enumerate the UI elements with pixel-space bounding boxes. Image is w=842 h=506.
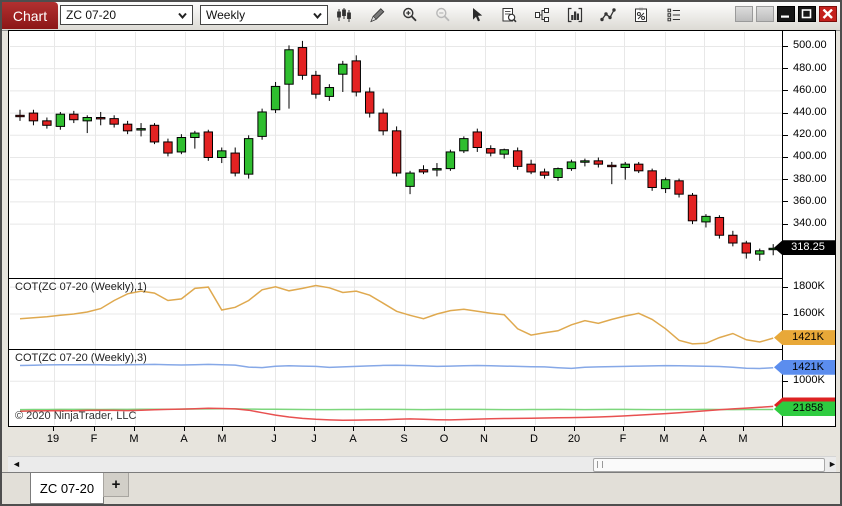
time-axis-label: M xyxy=(217,433,226,445)
chevron-down-icon xyxy=(313,12,322,19)
strategies-icon[interactable] xyxy=(596,4,620,26)
copyright-text: © 2020 NinjaTrader, LLC xyxy=(15,410,136,422)
last-price-badge: 318.25 xyxy=(774,240,835,255)
data-series-icon[interactable] xyxy=(530,4,554,26)
time-axis-label: 19 xyxy=(47,433,59,445)
app-tab-label: Chart xyxy=(13,8,47,24)
time-axis-label: M xyxy=(129,433,138,445)
window-button-blank[interactable] xyxy=(756,6,774,22)
axis-tick-label: 1600K xyxy=(793,307,825,319)
toolbar-icons xyxy=(332,4,686,26)
properties-icon[interactable] xyxy=(629,4,653,26)
instrument-dropdown[interactable]: ZC 07-20 xyxy=(60,5,193,25)
time-axis-label: D xyxy=(530,433,538,445)
chart-trader-icon[interactable] xyxy=(497,4,521,26)
chart-frame: COT(ZC 07-20 (Weekly),1) COT(ZC 07-20 (W… xyxy=(8,30,836,454)
time-axis-label: N xyxy=(480,433,488,445)
interval-dropdown[interactable]: Weekly xyxy=(200,5,328,25)
tab-label: ZC 07-20 xyxy=(40,481,94,496)
zoom-in-icon[interactable] xyxy=(398,4,422,26)
axis-tick-label: 360.00 xyxy=(793,195,827,207)
time-axis-label: J xyxy=(311,433,317,445)
indicators-icon[interactable] xyxy=(563,4,587,26)
pointer-icon[interactable] xyxy=(464,4,488,26)
time-axis-label: F xyxy=(91,433,98,445)
time-axis-label: 20 xyxy=(568,433,580,445)
cot1-panel[interactable]: COT(ZC 07-20 (Weekly),1) xyxy=(10,279,782,349)
time-axis-label: F xyxy=(620,433,627,445)
time-axis-label: A xyxy=(349,433,356,445)
time-axis-label: S xyxy=(400,433,407,445)
axis-tick-label: 1000K xyxy=(793,374,825,386)
bottom-tab-strip: ZC 07-20 + xyxy=(2,472,840,505)
chart-style-icon[interactable] xyxy=(332,4,356,26)
scroll-right-icon[interactable]: ► xyxy=(828,459,837,469)
time-axis-label: J xyxy=(271,433,277,445)
horizontal-scrollbar[interactable]: ◄ ► xyxy=(8,456,836,472)
time-axis-label: M xyxy=(659,433,668,445)
price-axis[interactable]: 318.25 1421K 1421K 21858 500.00480.00460… xyxy=(783,31,835,426)
axis-tick-label: 380.00 xyxy=(793,173,827,185)
cot1-label: COT(ZC 07-20 (Weekly),1) xyxy=(15,281,147,293)
cot3-green-value-badge: 21858 xyxy=(774,401,835,416)
scroll-left-icon[interactable]: ◄ xyxy=(12,459,21,469)
time-axis[interactable]: 19 F M A M J J A S O N D 20 F M A M xyxy=(9,426,781,453)
time-axis-label: M xyxy=(738,433,747,445)
axis-tick-label: 1800K xyxy=(793,280,825,292)
interval-value: Weekly xyxy=(206,8,245,22)
axis-tick-label: 340.00 xyxy=(793,217,827,229)
axis-tick-label: 440.00 xyxy=(793,106,827,118)
minimize-icon[interactable] xyxy=(777,6,795,22)
cot3-label: COT(ZC 07-20 (Weekly),3) xyxy=(15,352,147,364)
axis-tick-label: 500.00 xyxy=(793,39,827,51)
app-tab-chart[interactable]: Chart xyxy=(2,2,58,29)
time-axis-label: O xyxy=(440,433,449,445)
instrument-value: ZC 07-20 xyxy=(66,8,116,22)
time-axis-label: A xyxy=(180,433,187,445)
close-icon[interactable] xyxy=(819,6,837,22)
chevron-down-icon xyxy=(178,12,187,19)
time-axis-label: A xyxy=(699,433,706,445)
chart-plot-area[interactable]: COT(ZC 07-20 (Weekly),1) COT(ZC 07-20 (W… xyxy=(8,30,836,427)
tab-zc-07-20[interactable]: ZC 07-20 xyxy=(30,473,104,504)
list-icon[interactable] xyxy=(662,4,686,26)
axis-tick-label: 460.00 xyxy=(793,84,827,96)
cot3-blue-value-badge: 1421K xyxy=(774,360,835,375)
scrollbar-grip xyxy=(597,461,603,468)
axis-tick-label: 420.00 xyxy=(793,128,827,140)
restore-icon[interactable] xyxy=(798,6,816,22)
cot3-panel[interactable]: COT(ZC 07-20 (Weekly),3) © 2020 NinjaTra… xyxy=(10,350,782,426)
cot1-value-badge: 1421K xyxy=(774,330,835,345)
axis-tick-label: 480.00 xyxy=(793,62,827,74)
add-tab-button[interactable]: + xyxy=(103,473,129,497)
draw-icon[interactable] xyxy=(365,4,389,26)
axis-tick-label: 400.00 xyxy=(793,150,827,162)
window-button-blank[interactable] xyxy=(735,6,753,22)
price-panel[interactable] xyxy=(10,32,782,278)
chart-window: Chart ZC 07-20 Weekly xyxy=(0,0,842,506)
window-controls xyxy=(735,6,837,22)
scrollbar-thumb[interactable] xyxy=(593,458,825,472)
toolbar: Chart ZC 07-20 Weekly xyxy=(2,2,840,31)
zoom-out-icon[interactable] xyxy=(431,4,455,26)
plus-icon: + xyxy=(112,476,121,493)
